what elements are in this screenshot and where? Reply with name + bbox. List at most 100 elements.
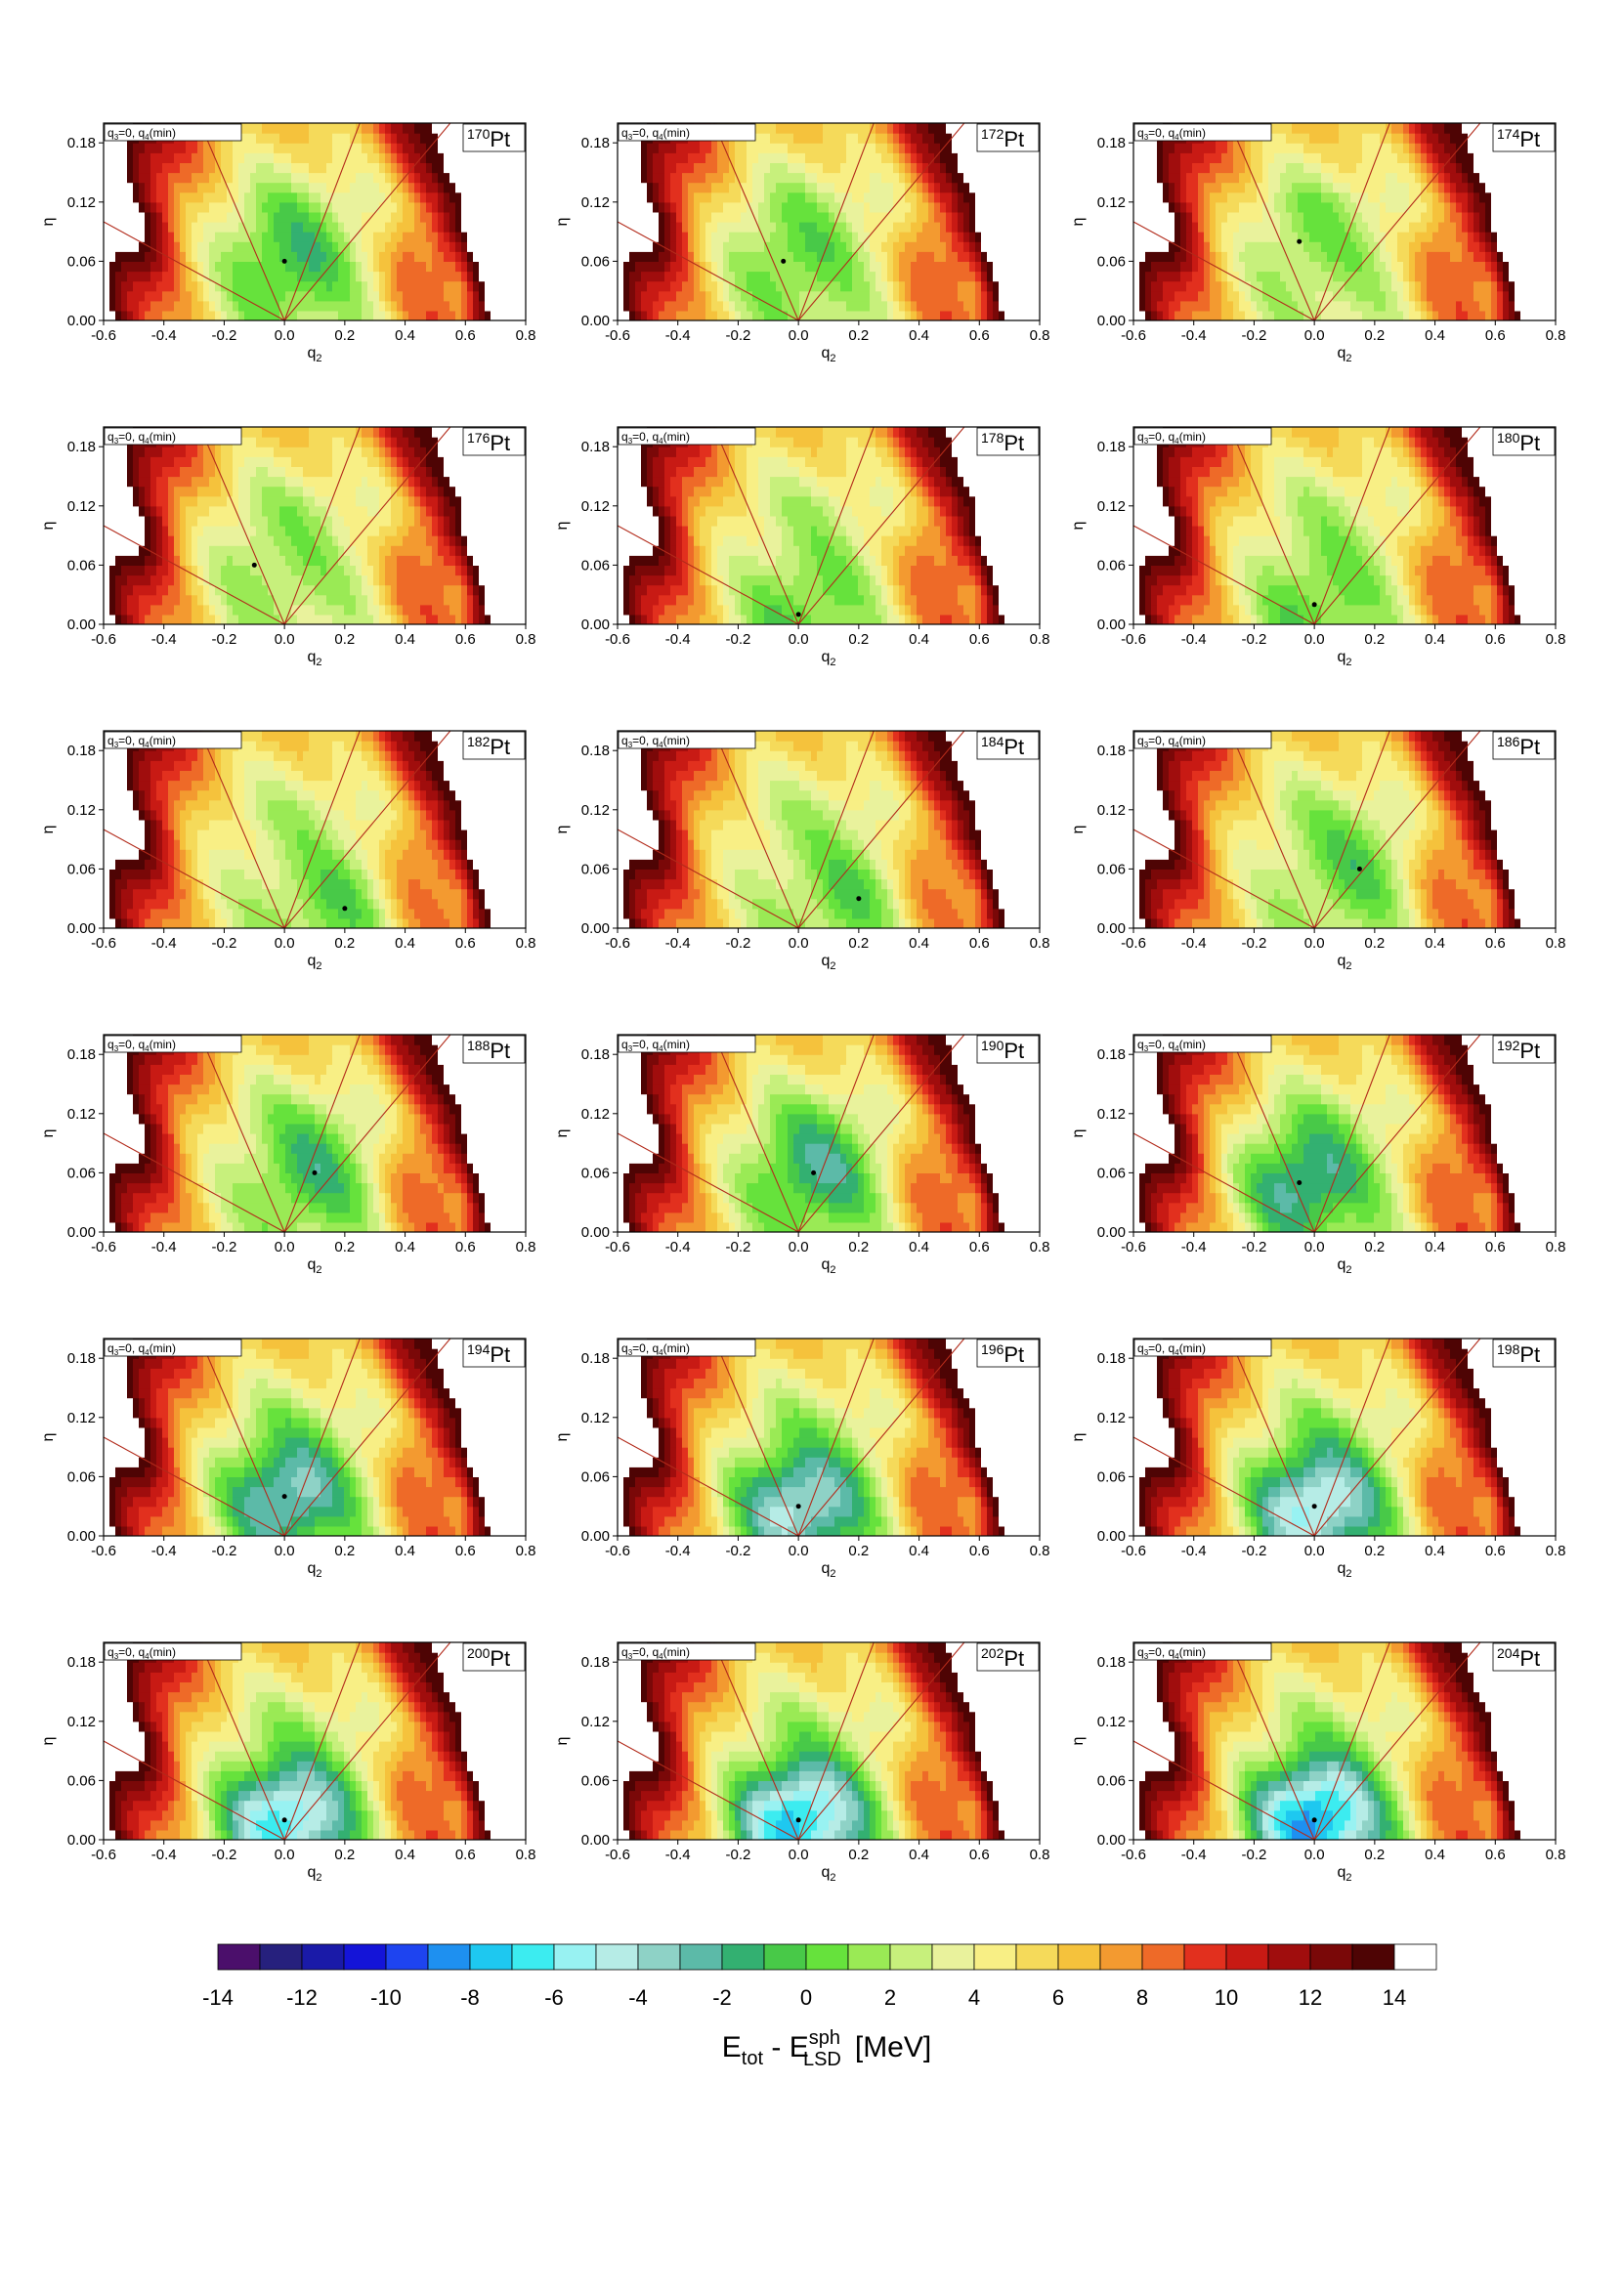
x-tick-label: 0.2: [334, 1847, 355, 1863]
y-axis-label: η: [40, 218, 57, 227]
x-tick-label: 0.8: [516, 1847, 536, 1863]
x-tick-label: 0.0: [789, 631, 809, 648]
x-tick-label: 0.4: [395, 327, 415, 344]
annotation-label: q3=0, q4(min): [107, 734, 176, 749]
minimum-marker: [281, 258, 287, 264]
y-tick-label: 0.00: [581, 1832, 610, 1849]
colorbar-swatch: [385, 1943, 429, 1971]
nucleus-label-box: [976, 1339, 1040, 1368]
x-tick-label: -0.2: [211, 1847, 236, 1863]
y-tick-label: 0.06: [67, 1165, 96, 1181]
y-tick-label: 0.06: [581, 557, 610, 574]
energy-map-panel: -0.6 -0.4 -0.2 0.0 0.2 0.4 0.6 0.8 0.00 0.06 0.12 0…: [554, 1641, 1049, 1884]
x-tick-label: 0.0: [1304, 935, 1325, 952]
colorbar-swatch: [553, 1943, 597, 1971]
colorbar-swatch: [721, 1943, 765, 1971]
plot-frame: [103, 426, 527, 625]
colorbar-tick-label: -6: [544, 1985, 564, 2010]
y-tick-label: 0.00: [67, 1528, 96, 1545]
x-tick-label: 0.6: [1485, 935, 1506, 952]
y-tick-label: 0.00: [1097, 313, 1126, 329]
x-tick-label: -0.6: [1121, 327, 1146, 344]
x-tick-label: -0.4: [1181, 1239, 1207, 1255]
y-tick-label: 0.06: [1097, 861, 1126, 877]
x-tick-label: -0.2: [1241, 631, 1266, 648]
y-axis-label: η: [1070, 522, 1087, 531]
x-tick-label: -0.6: [91, 1543, 116, 1559]
y-axis-label: η: [554, 1433, 571, 1442]
y-tick-label: 0.18: [581, 743, 610, 759]
x-tick-label: 0.6: [455, 1543, 476, 1559]
colorbar-tick-label: 4: [968, 1985, 980, 2010]
y-tick-label: 0.12: [581, 194, 610, 211]
nucleus-label: 188Pt: [467, 1038, 510, 1063]
annotation-box: [618, 1642, 756, 1661]
x-tick-label: 0.6: [455, 327, 476, 344]
x-tick-label: 0.0: [1304, 1847, 1325, 1863]
x-tick-label: 0.4: [909, 1847, 929, 1863]
x-tick-label: 0.8: [1030, 631, 1050, 648]
energy-map-panel: -0.6 -0.4 -0.2 0.0 0.2 0.4 0.6 0.8 0.00 0.06 0.12 0…: [40, 1338, 536, 1580]
colorbar-swatch: [763, 1943, 807, 1971]
nucleus-label-box: [462, 731, 526, 760]
colorbar-swatch: [217, 1943, 261, 1971]
energy-map-panel: -0.6 -0.4 -0.2 0.0 0.2 0.4 0.6 0.8 0.00 0.06 0.12 0…: [1070, 730, 1565, 972]
x-tick-label: 0.2: [1364, 631, 1385, 648]
x-tick-label: 0.6: [969, 327, 990, 344]
x-tick-label: -0.2: [211, 935, 236, 952]
x-tick-label: -0.6: [605, 1239, 630, 1255]
x-axis-label: q2: [1337, 1256, 1351, 1276]
deformation-guide-lines: [618, 1339, 965, 1536]
x-axis-label: q2: [307, 1864, 321, 1884]
nucleus-label: 192Pt: [1497, 1038, 1540, 1063]
x-tick-label: 0.0: [789, 935, 809, 952]
plot-frame: [103, 730, 527, 929]
nucleus-label-box: [1492, 1035, 1556, 1064]
x-tick-label: -0.4: [665, 1239, 691, 1255]
heatmap-cells: [618, 1035, 1040, 1232]
x-tick-label: 0.6: [455, 935, 476, 952]
y-tick-label: 0.12: [67, 1714, 96, 1730]
colorbar-swatch: [1015, 1943, 1059, 1971]
annotation-box: [104, 1035, 242, 1053]
y-tick-label: 0.12: [67, 1410, 96, 1426]
colorbar-swatch: [259, 1943, 303, 1971]
deformation-guide-lines: [104, 427, 451, 624]
deformation-guide-lines: [104, 1035, 451, 1232]
colorbar-tick-label: -4: [628, 1985, 648, 2010]
annotation-box: [618, 1035, 756, 1053]
x-tick-label: 0.8: [516, 1543, 536, 1559]
x-tick-label: -0.4: [151, 935, 177, 952]
x-tick-label: 0.6: [455, 631, 476, 648]
deformation-guide-lines: [618, 1642, 965, 1840]
x-axis-label: q2: [821, 1256, 835, 1276]
colorbar-tick-label: -10: [370, 1985, 402, 2010]
x-axis-label: q2: [821, 1560, 835, 1580]
x-tick-label: -0.2: [211, 1543, 236, 1559]
x-tick-label: -0.2: [725, 935, 750, 952]
y-tick-label: 0.12: [581, 802, 610, 819]
x-tick-label: 0.6: [969, 631, 990, 648]
nucleus-label: 204Pt: [1497, 1645, 1540, 1671]
x-tick-label: 0.0: [789, 1239, 809, 1255]
minimum-marker: [1311, 1504, 1317, 1509]
energy-map-panel: -0.6 -0.4 -0.2 0.0 0.2 0.4 0.6 0.8 0.00 0.06 0.12 0…: [554, 122, 1049, 364]
x-tick-label: -0.6: [605, 1543, 630, 1559]
heatmap-cells: [1133, 123, 1556, 320]
colorbar-tick-label: -8: [460, 1985, 480, 2010]
x-tick-label: 0.2: [334, 935, 355, 952]
x-tick-label: -0.2: [725, 631, 750, 648]
annotation-label: q3=0, q4(min): [107, 1038, 176, 1053]
y-tick-label: 0.00: [581, 1528, 610, 1545]
x-axis-label: q2: [1337, 1560, 1351, 1580]
x-tick-label: -0.6: [1121, 935, 1146, 952]
annotation-label: q3=0, q4(min): [1137, 1645, 1206, 1661]
colorbar-tick-label: 0: [800, 1985, 812, 2010]
minimum-marker: [1356, 866, 1362, 872]
nucleus-label-box: [976, 123, 1040, 152]
annotation-label: q3=0, q4(min): [621, 1038, 690, 1053]
x-tick-label: -0.6: [1121, 631, 1146, 648]
x-tick-label: 0.6: [969, 1239, 990, 1255]
y-axis-label: η: [554, 522, 571, 531]
x-axis-label: q2: [307, 1560, 321, 1580]
